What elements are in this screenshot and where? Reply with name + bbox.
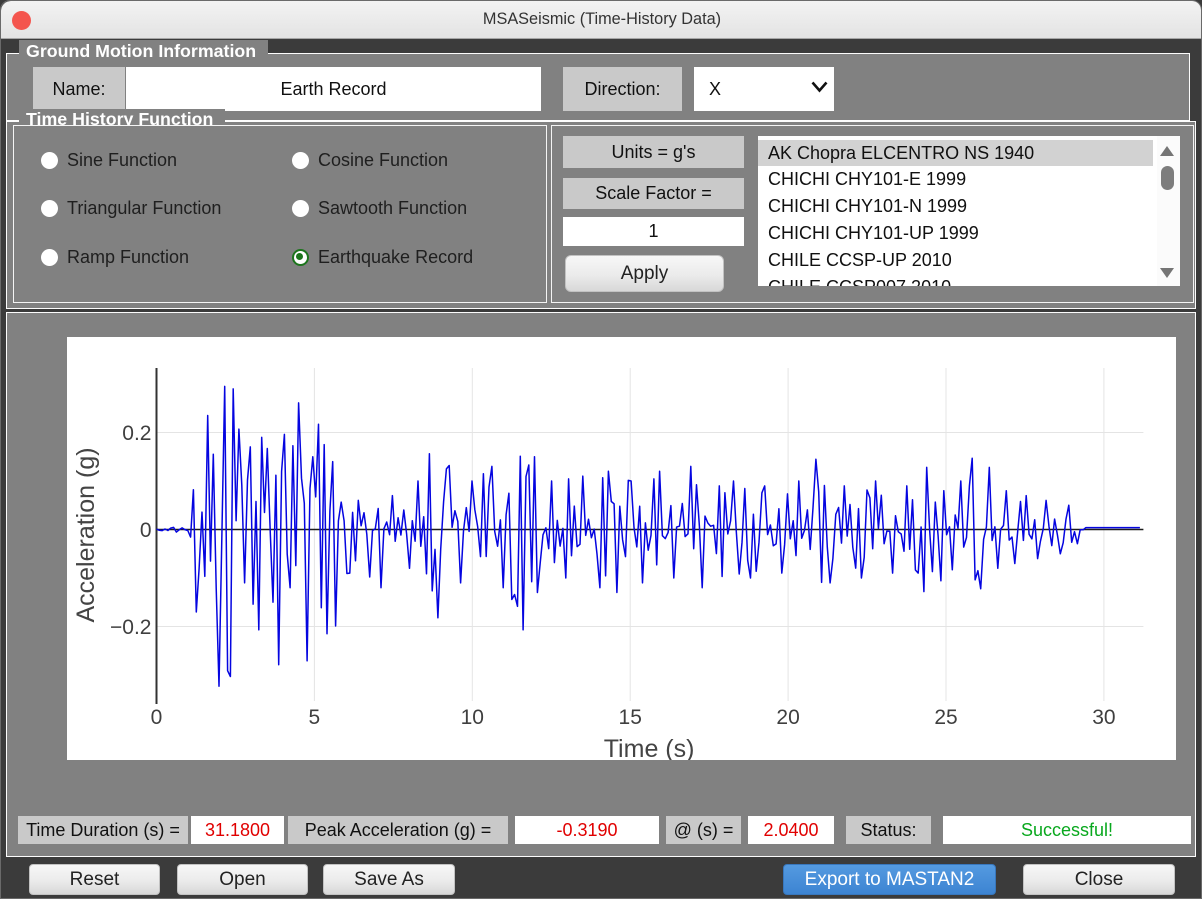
svg-text:25: 25 [934, 706, 957, 729]
svg-text:0: 0 [151, 706, 163, 729]
svg-text:0: 0 [140, 519, 152, 542]
svg-text:30: 30 [1092, 706, 1115, 729]
svg-text:10: 10 [461, 706, 484, 729]
svg-text:5: 5 [309, 706, 321, 729]
svg-text:Time (s): Time (s) [604, 735, 695, 760]
svg-text:−0.2: −0.2 [110, 616, 151, 639]
svg-text:15: 15 [619, 706, 642, 729]
svg-text:20: 20 [776, 706, 799, 729]
svg-text:0.2: 0.2 [122, 422, 151, 445]
svg-text:Acceleration (g): Acceleration (g) [72, 447, 100, 622]
